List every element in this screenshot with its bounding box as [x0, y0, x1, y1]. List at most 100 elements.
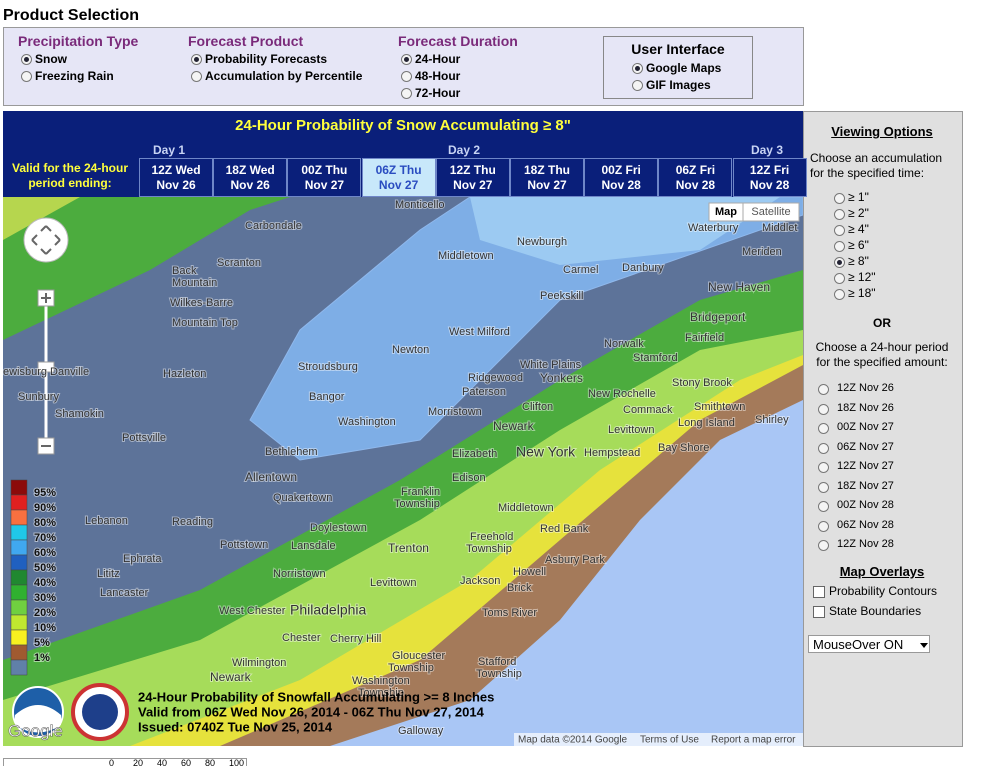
radio[interactable]: [401, 88, 412, 99]
place-label: Danville: [50, 366, 89, 378]
period-cell[interactable]: [213, 158, 288, 197]
period-cell[interactable]: [584, 158, 659, 197]
radio[interactable]: [834, 209, 845, 220]
period-cell[interactable]: [139, 158, 213, 197]
radio[interactable]: [632, 63, 643, 74]
map-caption: Issued: 0740Z Tue Nov 25, 2014: [138, 719, 333, 734]
radio[interactable]: [818, 501, 829, 512]
accumulation-label: ≥ 12": [848, 270, 876, 284]
radio[interactable]: [632, 80, 643, 91]
period-cell[interactable]: [510, 158, 584, 197]
radio[interactable]: [818, 540, 829, 551]
radio[interactable]: [834, 273, 845, 284]
place-label: Township: [388, 662, 434, 674]
place-label: West Chester: [219, 605, 286, 617]
place-label: Galloway: [398, 725, 444, 737]
period-cell[interactable]: [361, 158, 436, 197]
radio[interactable]: [834, 289, 845, 300]
place-label: New York: [516, 444, 576, 460]
radio[interactable]: [818, 384, 829, 395]
period-cell[interactable]: [287, 158, 362, 197]
period-cell[interactable]: [435, 158, 510, 197]
option-label: Google Maps: [646, 61, 722, 75]
legend-swatch: [10, 644, 28, 661]
checkbox[interactable]: [813, 586, 825, 598]
place-label: Allentown: [245, 470, 297, 484]
option-label: Snow: [35, 52, 67, 66]
place-label: Red Bank: [540, 523, 589, 535]
map-type-button[interactable]: [742, 202, 800, 222]
place-label: Smithtown: [694, 401, 745, 413]
attribution[interactable]: Report a map error: [711, 735, 796, 746]
place-label: Pottsville: [122, 432, 166, 444]
prompt: Choose an accumulation: [810, 151, 943, 165]
radio[interactable]: [21, 71, 32, 82]
radio[interactable]: [818, 481, 829, 493]
place-label: Long Island: [678, 417, 735, 429]
option-label: 48-Hour: [415, 69, 461, 83]
radio[interactable]: [401, 54, 412, 65]
place-label: Doylestown: [310, 522, 367, 534]
attribution[interactable]: Terms of Use: [640, 735, 699, 746]
legend-swatch: [10, 614, 28, 631]
option-label: 24-Hour: [415, 52, 461, 66]
radio[interactable]: [818, 520, 829, 532]
place-label: Gloucester: [392, 650, 446, 662]
period-option: 06Z Nov 28: [837, 518, 894, 531]
place-label: Mountain Top: [172, 317, 238, 329]
legend-label: 80%: [34, 517, 56, 529]
map-caption: Valid from 06Z Wed Nov 26, 2014 - 06Z Th…: [138, 704, 485, 719]
period-line1: 00Z Fri: [601, 163, 641, 177]
day-label: Day 3: [750, 143, 783, 157]
period-option: 00Z Nov 27: [837, 421, 894, 433]
or-label: OR: [873, 316, 891, 330]
scale-bar: [3, 758, 247, 766]
place-label: Stony Brook: [672, 377, 732, 389]
period-line2: Nov 27: [304, 178, 345, 192]
period-line1: 12Z Fri: [749, 163, 790, 177]
attribution: Map data ©2014 Google: [518, 735, 628, 746]
place-label: Bay Shore: [658, 442, 709, 454]
radio[interactable]: [834, 257, 845, 268]
place-label: Asbury Park: [545, 554, 605, 566]
radio[interactable]: [21, 54, 32, 65]
period-cell[interactable]: [658, 158, 733, 197]
radio[interactable]: [818, 403, 829, 415]
radio[interactable]: [818, 423, 829, 434]
place-label: Ridgewood: [468, 372, 523, 384]
period-cell[interactable]: [732, 158, 807, 197]
radio[interactable]: [191, 71, 202, 82]
radio[interactable]: [401, 71, 412, 82]
place-label: Township: [466, 543, 512, 555]
radio[interactable]: [818, 442, 829, 454]
band-light-blue: [249, 197, 803, 461]
radio[interactable]: [834, 241, 845, 252]
place-label: Washington: [352, 675, 410, 687]
radio[interactable]: [834, 225, 845, 236]
checkbox[interactable]: [813, 606, 825, 618]
place-label: Shamokin: [55, 408, 104, 420]
period-option: 18Z Nov 27: [837, 479, 894, 492]
radio[interactable]: [834, 193, 845, 204]
valid-label: Valid for the 24-hour: [11, 161, 128, 175]
legend-swatch: [10, 509, 28, 526]
place-label: Freehold: [470, 531, 513, 543]
place-label: West Milford: [449, 326, 510, 338]
zoom-control[interactable]: [23, 217, 69, 455]
period-line2: Nov 26: [156, 178, 196, 192]
scale-label: 60: [181, 758, 192, 766]
place-label: Middletown: [498, 502, 554, 514]
page-title: Product Selection: [3, 7, 140, 24]
place-label: Lititz: [97, 568, 120, 580]
legend-label: 30%: [34, 592, 56, 604]
legend-label: 1%: [34, 652, 50, 664]
period-line1: 06Z Thu: [375, 163, 422, 177]
map-type-label: Satellite: [751, 206, 790, 218]
radio[interactable]: [191, 54, 202, 65]
select[interactable]: [808, 635, 930, 653]
period-line2: Nov 26: [230, 178, 270, 192]
radio[interactable]: [818, 462, 829, 473]
place-label: Pottstown: [220, 539, 268, 551]
place-label: New Rochelle: [588, 388, 656, 400]
